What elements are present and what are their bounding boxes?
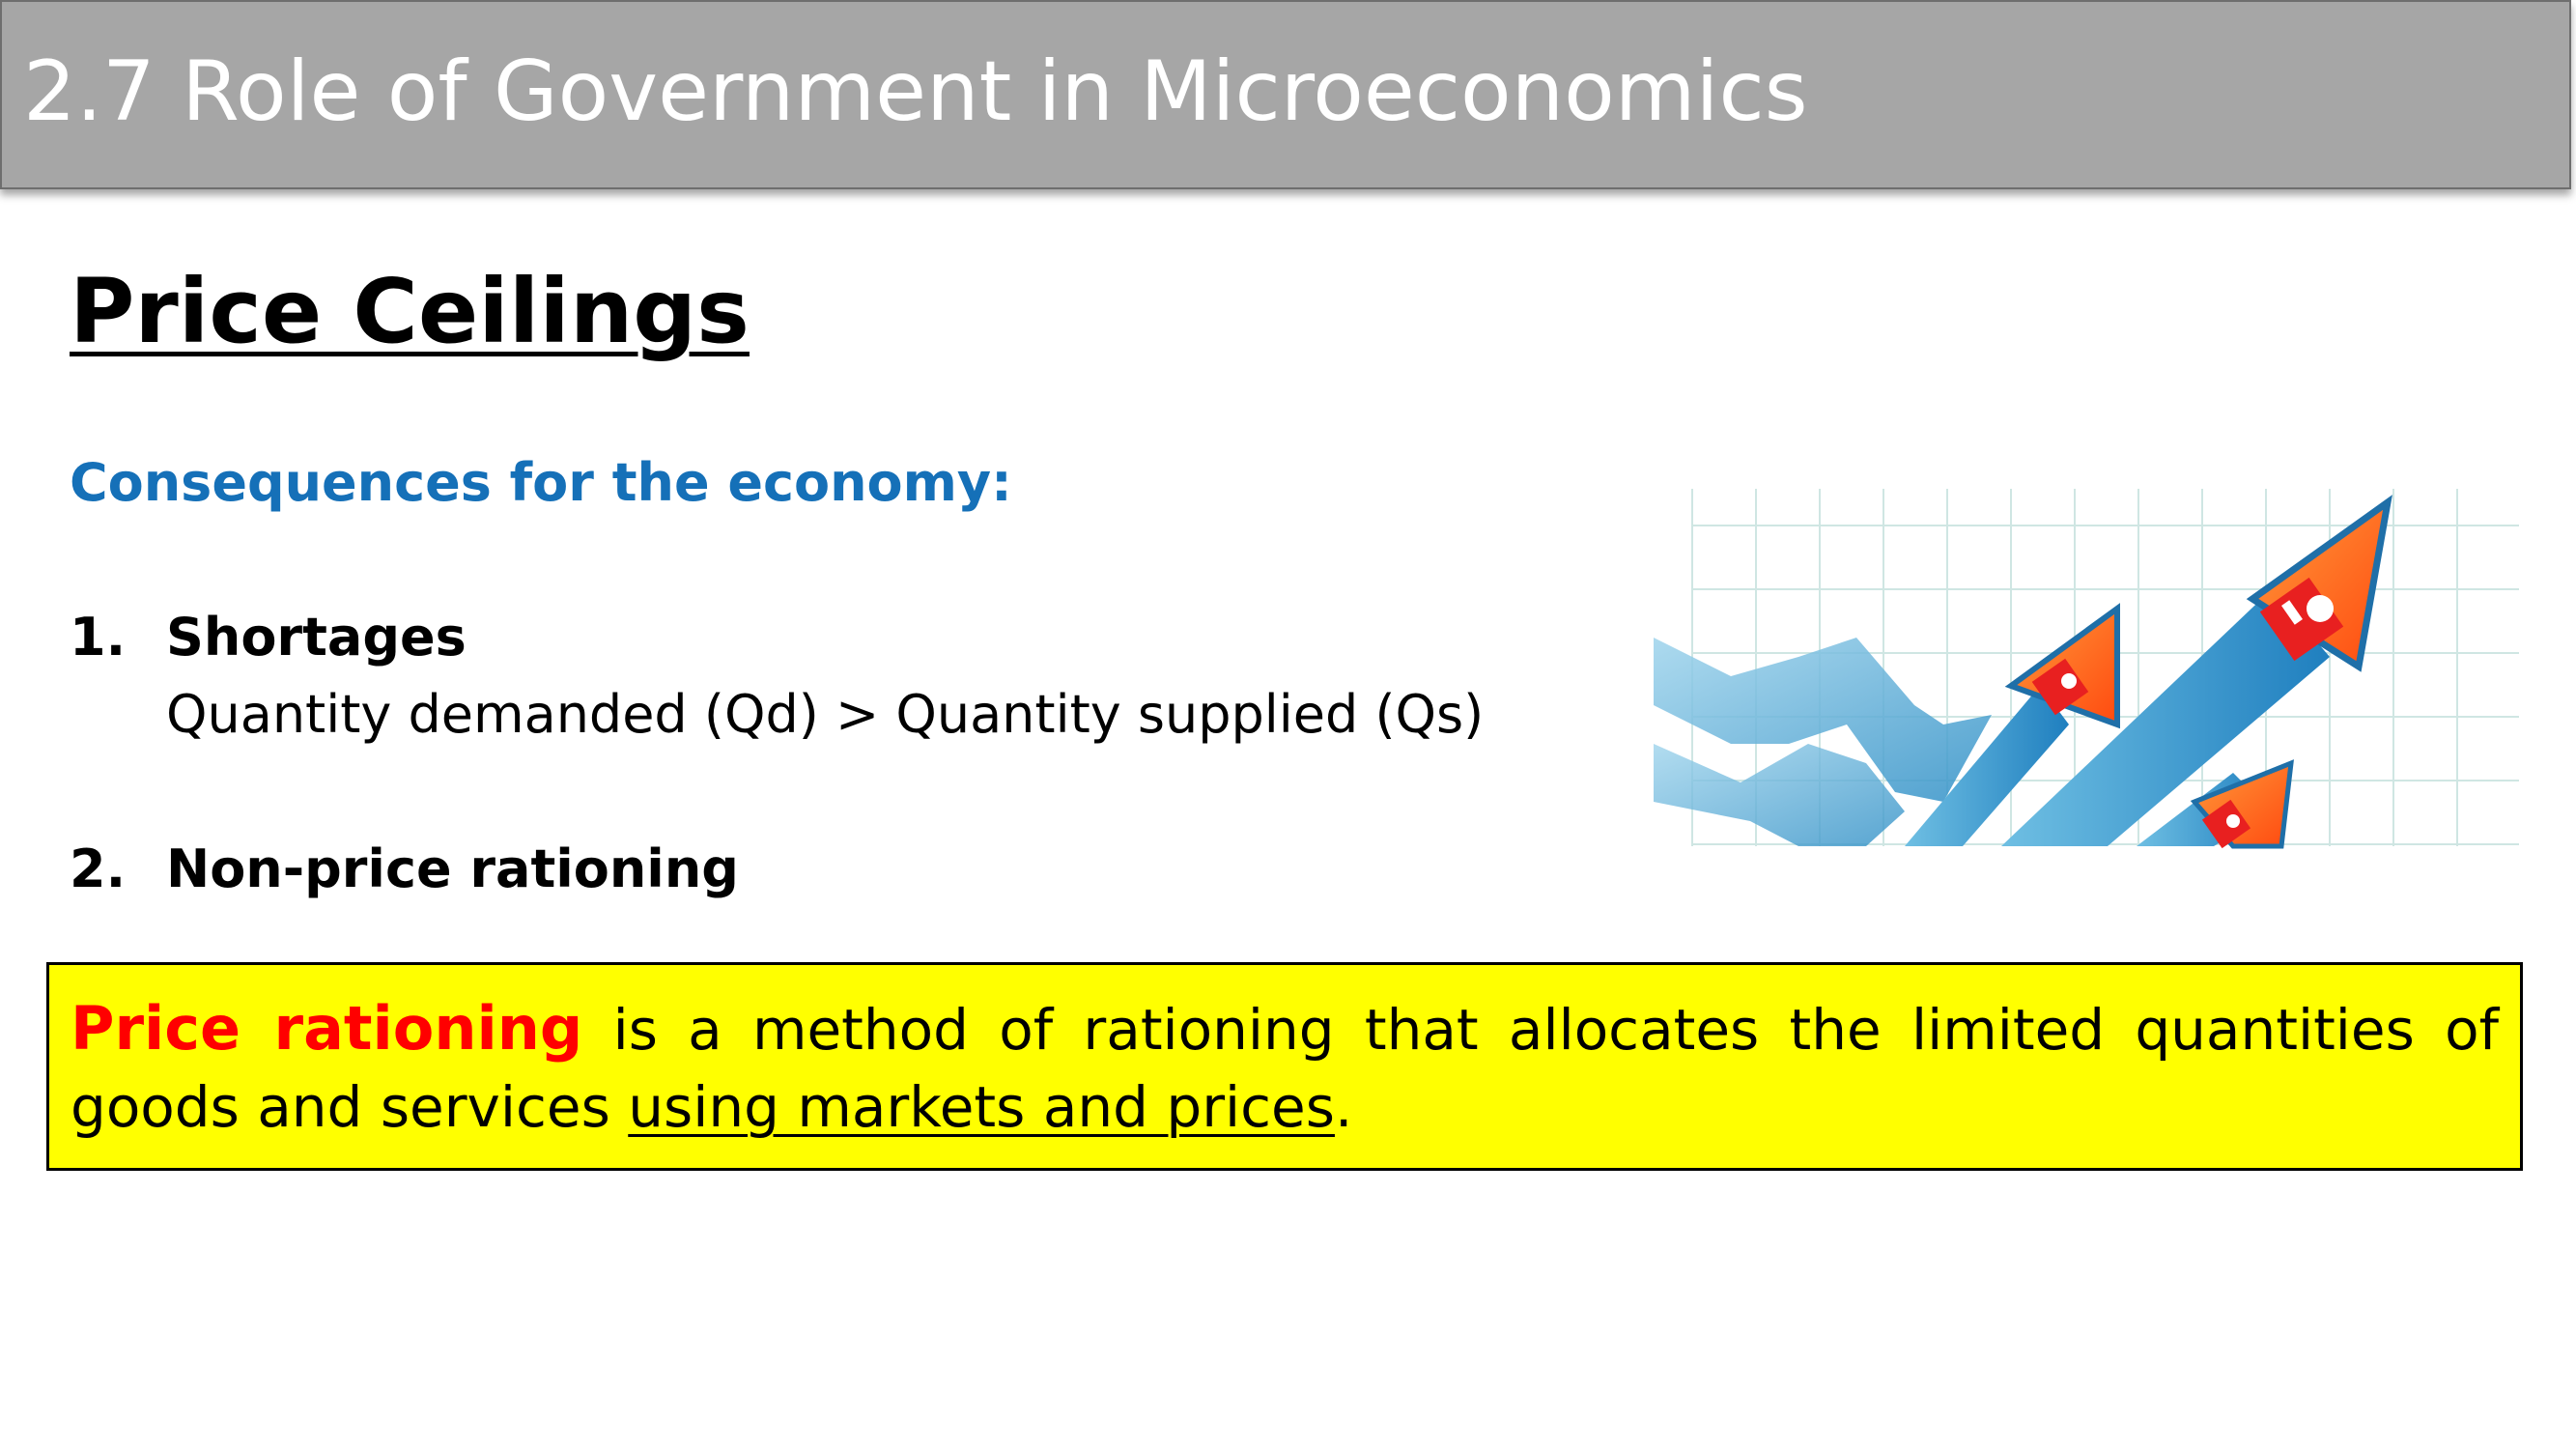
- list-item-label: Non-price rationing: [166, 838, 739, 899]
- definition-box: Price rationing is a method of rationing…: [46, 962, 2523, 1171]
- list-number: 1.: [70, 607, 127, 668]
- rising-arrows-houses-graph-icon: [1654, 489, 2519, 849]
- definition-underlined-text: using markets and prices: [628, 1074, 1335, 1140]
- list-number: 2.: [70, 838, 127, 899]
- definition-term: Price rationing: [71, 993, 583, 1064]
- shortages-detail: Quantity demanded (Qd) > Quantity suppli…: [166, 684, 1485, 745]
- definition-text: is a method of rationing that allocates …: [71, 997, 2499, 1140]
- page-title: Price Ceilings: [70, 260, 750, 363]
- list-item-label: Shortages: [166, 607, 467, 668]
- consequences-heading: Consequences for the economy:: [70, 452, 1012, 513]
- definition-end: .: [1334, 1074, 1353, 1140]
- list-item-non-price-rationing: 2. Non-price rationing: [70, 838, 739, 899]
- slide-title: 2.7 Role of Government in Microeconomics: [23, 43, 1808, 140]
- title-bar: 2.7 Role of Government in Microeconomics: [0, 0, 2571, 189]
- list-item-shortages: 1. Shortages: [70, 607, 467, 668]
